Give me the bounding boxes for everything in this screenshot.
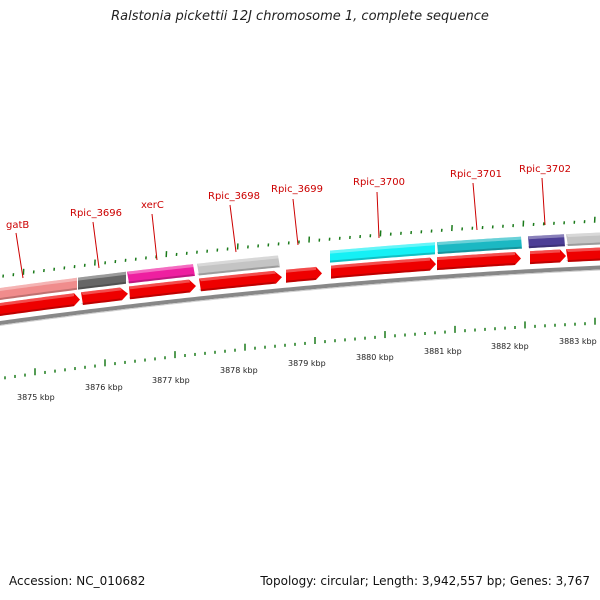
cog-bar-shine bbox=[528, 234, 565, 240]
cds-arrow bbox=[286, 266, 322, 283]
backbone-highlight bbox=[0, 269, 600, 327]
kbp-label: 3878 kbp bbox=[220, 366, 258, 375]
cog-bar-shine bbox=[197, 255, 280, 267]
gene-leader-line bbox=[541, 177, 546, 226]
kbp-label: 3875 kbp bbox=[17, 393, 55, 402]
cog-bar-shadow bbox=[127, 274, 195, 284]
cog-bar-shadow bbox=[566, 242, 600, 247]
accession-text: Accession: NC_010682 bbox=[9, 574, 146, 588]
cog-bar-shadow bbox=[330, 252, 435, 263]
cds-arrow-shadow bbox=[0, 304, 74, 316]
cog-bar-shadow bbox=[78, 281, 126, 290]
cds-arrow-shadow bbox=[437, 263, 515, 271]
cog-bar-shadow bbox=[197, 265, 280, 276]
upper-tick-track bbox=[2, 216, 596, 278]
cog-bar-shine bbox=[437, 236, 522, 246]
map-title: Ralstonia pickettii 12J chromosome 1, co… bbox=[111, 9, 489, 24]
gene-leader-line bbox=[92, 221, 100, 269]
cds-arrow-shadow bbox=[81, 298, 122, 306]
cog-bar bbox=[330, 242, 435, 263]
lower-tick-track bbox=[4, 317, 596, 380]
kbp-label-layer: 3875 kbp 3876 kbp 3877 kbp 3878 kbp 3879 kbp… bbox=[17, 337, 597, 402]
cds-arrow-shine bbox=[331, 257, 430, 269]
cds-arrow bbox=[566, 247, 600, 263]
cds-arrow-shadow bbox=[566, 258, 600, 263]
gene-label: Rpic_3701 bbox=[450, 169, 502, 180]
cds-arrow-shine bbox=[199, 270, 276, 282]
kbp-label: 3882 kbp bbox=[491, 342, 529, 351]
cds-arrow-shine bbox=[286, 266, 316, 273]
backbone-line bbox=[0, 265, 600, 326]
cds-feature-track bbox=[0, 247, 600, 316]
cds-arrow-shine bbox=[437, 252, 515, 261]
cds-arrow-shine bbox=[530, 249, 560, 255]
cog-feature-track bbox=[0, 232, 600, 300]
cog-bar bbox=[528, 234, 565, 249]
gene-leader-line bbox=[15, 232, 24, 279]
gene-label: gatB bbox=[6, 220, 29, 231]
gene-label: Rpic_3696 bbox=[70, 208, 122, 219]
cds-arrow-shadow bbox=[530, 260, 560, 265]
cog-bar-shadow bbox=[528, 244, 565, 249]
kbp-label: 3880 kbp bbox=[356, 353, 394, 362]
gene-label: Rpic_3702 bbox=[519, 164, 571, 175]
gene-label: Rpic_3700 bbox=[353, 177, 405, 188]
gene-label: xerC bbox=[141, 200, 164, 211]
cog-bar bbox=[0, 277, 77, 300]
gene-leader-line bbox=[472, 182, 478, 231]
gene-leader-line bbox=[151, 213, 158, 261]
kbp-label: 3877 kbp bbox=[152, 376, 190, 385]
cds-arrow bbox=[81, 287, 128, 306]
gene-leader-line bbox=[376, 191, 380, 239]
cog-bar-shine bbox=[330, 242, 435, 254]
cog-bar-shine bbox=[78, 271, 126, 281]
cds-arrow-shine bbox=[81, 287, 122, 296]
cog-bar-shine bbox=[127, 264, 195, 275]
cds-arrow-shine bbox=[129, 279, 190, 290]
cds-arrow-shadow bbox=[129, 290, 190, 300]
cog-bar bbox=[437, 236, 522, 255]
kbp-label: 3883 kbp bbox=[559, 337, 597, 346]
cds-arrow bbox=[331, 257, 436, 279]
cog-bar-shine bbox=[566, 232, 600, 238]
kbp-label: 3876 kbp bbox=[85, 383, 123, 392]
cds-arrow-shine bbox=[566, 247, 600, 253]
cds-arrow-shine bbox=[0, 293, 74, 306]
cds-arrow-shadow bbox=[199, 281, 276, 292]
topology-text: Topology: circular; Length: 3,942,557 bp… bbox=[260, 574, 590, 588]
gene-label: Rpic_3698 bbox=[208, 191, 260, 202]
cds-arrow bbox=[0, 293, 80, 316]
cds-arrow bbox=[199, 270, 282, 292]
gene-label: Rpic_3699 bbox=[271, 184, 323, 195]
cog-bar bbox=[566, 232, 600, 247]
gene-label-layer: gatB Rpic_3696 xerC Rpic_3698 Rpic_3699 Rpic_… bbox=[6, 164, 571, 279]
cds-arrow bbox=[129, 279, 196, 300]
gene-leader-line bbox=[292, 198, 299, 246]
backbone-track bbox=[0, 265, 600, 327]
cog-bar bbox=[197, 255, 280, 276]
kbp-label: 3881 kbp bbox=[424, 347, 462, 356]
cog-bar bbox=[78, 271, 126, 290]
cds-arrow-shadow bbox=[331, 268, 430, 279]
kbp-label: 3879 kbp bbox=[288, 359, 326, 368]
cds-arrow bbox=[530, 249, 566, 265]
cog-bar-shadow bbox=[0, 287, 77, 300]
cog-bar-shadow bbox=[437, 246, 522, 255]
cds-arrow-shadow bbox=[286, 277, 316, 283]
cog-bar-shine bbox=[0, 277, 77, 291]
cds-arrow bbox=[437, 252, 521, 271]
cog-bar bbox=[127, 264, 195, 284]
gene-leader-line bbox=[229, 204, 237, 253]
